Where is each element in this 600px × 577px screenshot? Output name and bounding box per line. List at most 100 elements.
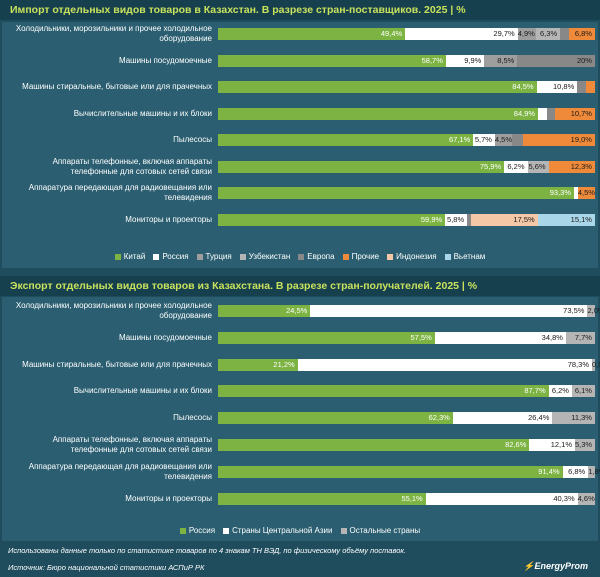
legend-swatch xyxy=(444,253,451,260)
legend-label: Китай xyxy=(123,252,146,261)
category-label: Мониторы и проекторы xyxy=(125,214,212,224)
bar-segment: 49,4% xyxy=(218,28,406,40)
category-label: Вычислительные машины и их блоки xyxy=(73,108,212,118)
bar-segment: 75,9% xyxy=(218,160,505,173)
bar-segment: 19,0% xyxy=(522,134,595,146)
bar-segment: 84,9% xyxy=(218,107,539,120)
bar-segment: 62,3% xyxy=(218,412,453,425)
bar-segment: 4,9% xyxy=(517,28,537,40)
bar-segment: 5,8% xyxy=(445,213,468,226)
bar-segment: 6,1% xyxy=(571,385,595,398)
stacked-bar: 21,2%78,3%0,5% xyxy=(218,358,600,371)
bar-segment: 6,8% xyxy=(562,465,589,478)
legend-swatch xyxy=(223,527,230,534)
stacked-bar: 55,1% 40,3% 4,6% xyxy=(218,492,595,505)
bar-segment: 91,4% xyxy=(218,465,563,478)
bar-segment: 11,3% xyxy=(552,412,595,425)
bar-segment xyxy=(560,28,570,40)
legend-swatch xyxy=(239,253,246,260)
legend-item: Турция xyxy=(196,252,232,261)
bar-segment: 8,5% xyxy=(484,54,518,67)
legend-swatch xyxy=(196,253,203,260)
legend-label: Остальные страны xyxy=(349,526,421,535)
bar-segment: 6,8% xyxy=(569,28,595,40)
stacked-bar: 84,9% 10,7% xyxy=(218,107,595,120)
bar-segment: 40,3% xyxy=(425,492,578,505)
bar-segment: 7,7% xyxy=(565,331,595,344)
bar-segment xyxy=(467,213,472,226)
legend-swatch xyxy=(387,253,394,260)
category-label: Аппаратура передающая для радиовещания и… xyxy=(28,461,212,481)
export-legend: Россия Страны Центральной Азии Остальные с… xyxy=(0,526,600,535)
footnote: Использованы данные только по статистике… xyxy=(8,546,407,555)
bar-segment: 0,5% xyxy=(592,358,600,371)
category-label: Пылесосы xyxy=(173,413,212,423)
source-text: Источник: Бюро национальной статистики А… xyxy=(8,563,205,572)
stacked-bar: 59,9% 5,8% 17,5% 15,1% xyxy=(218,213,595,226)
stacked-bar: 57,5% 34,8% 7,7% xyxy=(218,331,595,344)
export-chart-panel: Холодильники, морозильники и прочее холо… xyxy=(2,297,600,541)
energyprom-logo: ⚡EnergyProm xyxy=(523,561,588,571)
legend-item: Россия xyxy=(153,252,189,261)
stacked-bar: 24,5%73,5%2,0% xyxy=(218,305,600,317)
legend-item: Индонезия xyxy=(387,252,437,261)
stacked-bar: 49,4% 29,7% 4,9% 6,3% 6,8% xyxy=(218,28,595,40)
stacked-bar: 67,1% 5,7% 4,5% 19,0% xyxy=(218,134,595,146)
legend-item: Китай xyxy=(114,252,146,261)
legend-swatch xyxy=(342,253,349,260)
bar-segment xyxy=(574,187,578,199)
stacked-bar: 82,6% 12,1% 5,3% xyxy=(218,439,595,451)
category-label: Аппаратура передающая для радиовещания и… xyxy=(28,183,212,202)
bar-segment: 5,6% xyxy=(527,160,549,173)
legend-item: Вьетнам xyxy=(444,252,486,261)
bar-segment: 82,6% xyxy=(218,439,530,451)
import-legend: Китай Россия Турция Узбекистан Европа Прочие И… xyxy=(0,252,600,261)
legend-item: Остальные страны xyxy=(340,526,421,535)
legend-swatch xyxy=(153,253,160,260)
bar-segment xyxy=(577,81,586,93)
legend-swatch xyxy=(114,253,121,260)
bar-segment: 6,2% xyxy=(548,385,572,398)
category-label: Машины стиральные, бытовые или для праче… xyxy=(22,82,212,91)
bar-segment xyxy=(512,134,523,146)
category-label: Пылесосы xyxy=(173,135,212,144)
bar-segment: 34,8% xyxy=(434,331,566,344)
stacked-bar: 75,9% 6,2% 5,6% 12,3% xyxy=(218,160,595,173)
legend-label: Прочие xyxy=(351,252,380,261)
bar-segment xyxy=(538,107,548,120)
legend-label: Страны Центральной Азии xyxy=(232,526,333,535)
bar-segment: 12,3% xyxy=(548,160,595,173)
stacked-bar: 58,7% 9,9% 8,5% 20% xyxy=(218,54,595,67)
bar-segment: 55,1% xyxy=(218,492,426,505)
bar-segment: 24,5% xyxy=(218,305,311,317)
category-label: Холодильники, морозильники и прочее холо… xyxy=(15,301,212,320)
bar-segment: 21,2% xyxy=(218,358,298,371)
bar-segment: 78,3% xyxy=(297,358,592,371)
legend-item: Узбекистан xyxy=(239,252,290,261)
bar-segment: 59,9% xyxy=(218,213,446,226)
bar-segment: 10,7% xyxy=(554,107,595,120)
category-label: Мониторы и проекторы xyxy=(125,493,212,503)
legend-item: Европа xyxy=(298,252,335,261)
bar-segment: 5,7% xyxy=(473,134,495,146)
bar-segment: 73,5% xyxy=(310,305,588,317)
bar-segment: 6,2% xyxy=(504,160,528,173)
legend-label: Россия xyxy=(162,252,189,261)
bar-segment: 9,9% xyxy=(445,54,485,67)
legend-label: Турция xyxy=(205,252,232,261)
category-label: Машины посудомоечные xyxy=(118,55,212,65)
bar-segment: 26,4% xyxy=(452,412,553,425)
bar-segment: 5,3% xyxy=(575,439,595,451)
bar-segment: 93,3% xyxy=(218,187,574,199)
category-label: Аппараты телефонные, включая аппараты те… xyxy=(52,156,212,176)
stacked-bar: 62,3% 26,4% 11,3% xyxy=(218,412,595,425)
legend-label: Европа xyxy=(307,252,335,261)
category-label: Машины посудомоечные xyxy=(118,332,212,342)
stacked-bar: 93,3% 4,5% xyxy=(218,187,595,199)
legend-swatch xyxy=(179,527,186,534)
legend-label: Вьетнам xyxy=(453,252,486,261)
bar-segment xyxy=(585,81,595,93)
bar-segment: 58,7% xyxy=(218,54,446,67)
bar-segment: 4,5% xyxy=(494,134,513,146)
stacked-bar: 91,4%6,8%1,8% xyxy=(218,465,600,478)
